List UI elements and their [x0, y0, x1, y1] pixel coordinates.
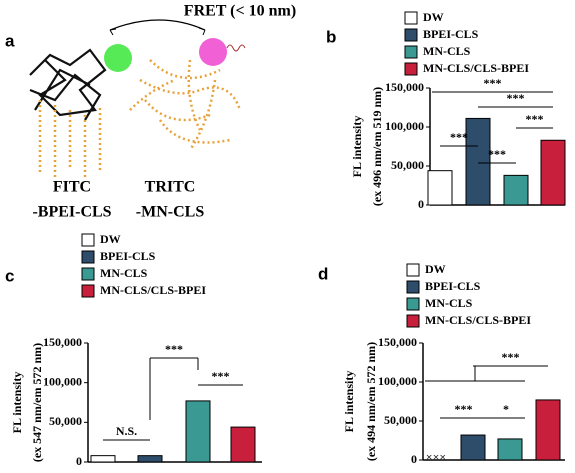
- y-tick-label: 150,000: [43, 335, 82, 349]
- sig-connector: [149, 358, 199, 420]
- y-tick-label: 0: [76, 454, 82, 468]
- y-tick-label: 100,000: [378, 374, 417, 388]
- sig-label: ***: [484, 76, 502, 90]
- y-tick-label: 50,000: [391, 158, 424, 172]
- panel-a-art: [29, 19, 246, 180]
- legend-swatch: [81, 250, 95, 264]
- legend-label: MN-CLS/CLS-BPEI: [100, 283, 206, 297]
- sig-label: ***: [502, 350, 520, 364]
- chains: [38, 59, 242, 180]
- legend-label: MN-CLS: [423, 44, 471, 58]
- bar: [460, 434, 486, 461]
- legend-label: BPEI-CLS: [423, 27, 479, 41]
- panel-label: b: [326, 27, 336, 46]
- legend-label: MN-CLS/CLS-BPEI: [425, 313, 531, 327]
- legend-label: MN-CLS/CLS-BPEI: [423, 61, 529, 75]
- bpei-network: [29, 48, 107, 121]
- legend-swatch: [406, 263, 420, 277]
- sig-label: ***: [488, 147, 506, 161]
- sig-label: ***: [450, 130, 468, 144]
- sig-label: ***: [165, 342, 183, 356]
- panel-label: c: [5, 266, 14, 285]
- y-tick-label: 0: [411, 452, 417, 466]
- y-axis-label: (ex 494 nm/em 572 nm): [364, 342, 378, 461]
- legend-label: MN-CLS: [100, 266, 148, 280]
- sig-label: ***: [507, 91, 525, 105]
- legend-swatch: [406, 314, 420, 328]
- legend-swatch: [406, 297, 420, 311]
- bar: [535, 399, 561, 461]
- y-axis-label: FL intensity: [350, 116, 364, 178]
- y-tick-label: 0: [418, 197, 424, 211]
- y-tick-label: 100,000: [385, 119, 424, 133]
- fitc-dot: [104, 44, 132, 72]
- zero-marker: ×××: [426, 450, 447, 464]
- tail: [226, 44, 246, 52]
- bar: [497, 438, 523, 461]
- sig-label: *: [503, 402, 509, 416]
- legend-swatch: [81, 284, 95, 298]
- bar: [465, 117, 491, 206]
- legend-swatch: [404, 28, 418, 42]
- legend-label: MN-CLS: [425, 296, 473, 310]
- y-axis-label: (ex 547 nm/em 572 nm): [30, 343, 44, 462]
- sig-label: ***: [212, 369, 230, 383]
- tritc-dot: [199, 38, 227, 66]
- bar: [137, 455, 163, 463]
- y-axis-label: FL intensity: [10, 372, 24, 434]
- sig-label: ***: [526, 112, 544, 126]
- y-tick-label: 150,000: [378, 335, 417, 349]
- y-axis-label: FL intensity: [342, 371, 356, 433]
- bar: [90, 455, 116, 463]
- fret-label: FRET (< 10 nm): [184, 3, 296, 20]
- legend-swatch: [406, 280, 420, 294]
- legend-label: BPEI-CLS: [425, 279, 481, 293]
- y-tick-label: 150,000: [385, 80, 424, 94]
- legend-label: DW: [425, 262, 446, 276]
- legend-swatch: [81, 233, 95, 247]
- arrow-heads: [109, 27, 206, 36]
- bar: [427, 170, 453, 206]
- legend-swatch: [404, 62, 418, 76]
- bar: [185, 400, 211, 463]
- y-tick-label: 50,000: [384, 413, 417, 427]
- panel-label: d: [318, 264, 328, 283]
- y-tick-label: 50,000: [49, 414, 82, 428]
- bar: [540, 139, 566, 206]
- bar: [503, 174, 529, 206]
- panel-label: a: [5, 31, 15, 50]
- sig-label: ***: [455, 402, 473, 416]
- sig-label: N.S.: [116, 424, 137, 438]
- label-line: TRITC: [145, 179, 196, 196]
- legend-label: DW: [423, 10, 444, 24]
- y-tick-label: 100,000: [43, 374, 82, 388]
- fret-arrow: [109, 19, 206, 31]
- bar: [230, 426, 256, 463]
- sig-connector: [425, 366, 525, 382]
- label-line: FITC: [53, 179, 91, 196]
- label-line: -MN-CLS: [136, 204, 205, 221]
- legend-swatch: [81, 267, 95, 281]
- legend-label: BPEI-CLS: [100, 249, 156, 263]
- legend-swatch: [404, 45, 418, 59]
- legend-label: DW: [100, 232, 121, 246]
- label-line: -BPEI-CLS: [32, 204, 111, 221]
- y-axis-label: (ex 496 nm/em 519 nm): [370, 87, 384, 206]
- legend-swatch: [404, 11, 418, 25]
